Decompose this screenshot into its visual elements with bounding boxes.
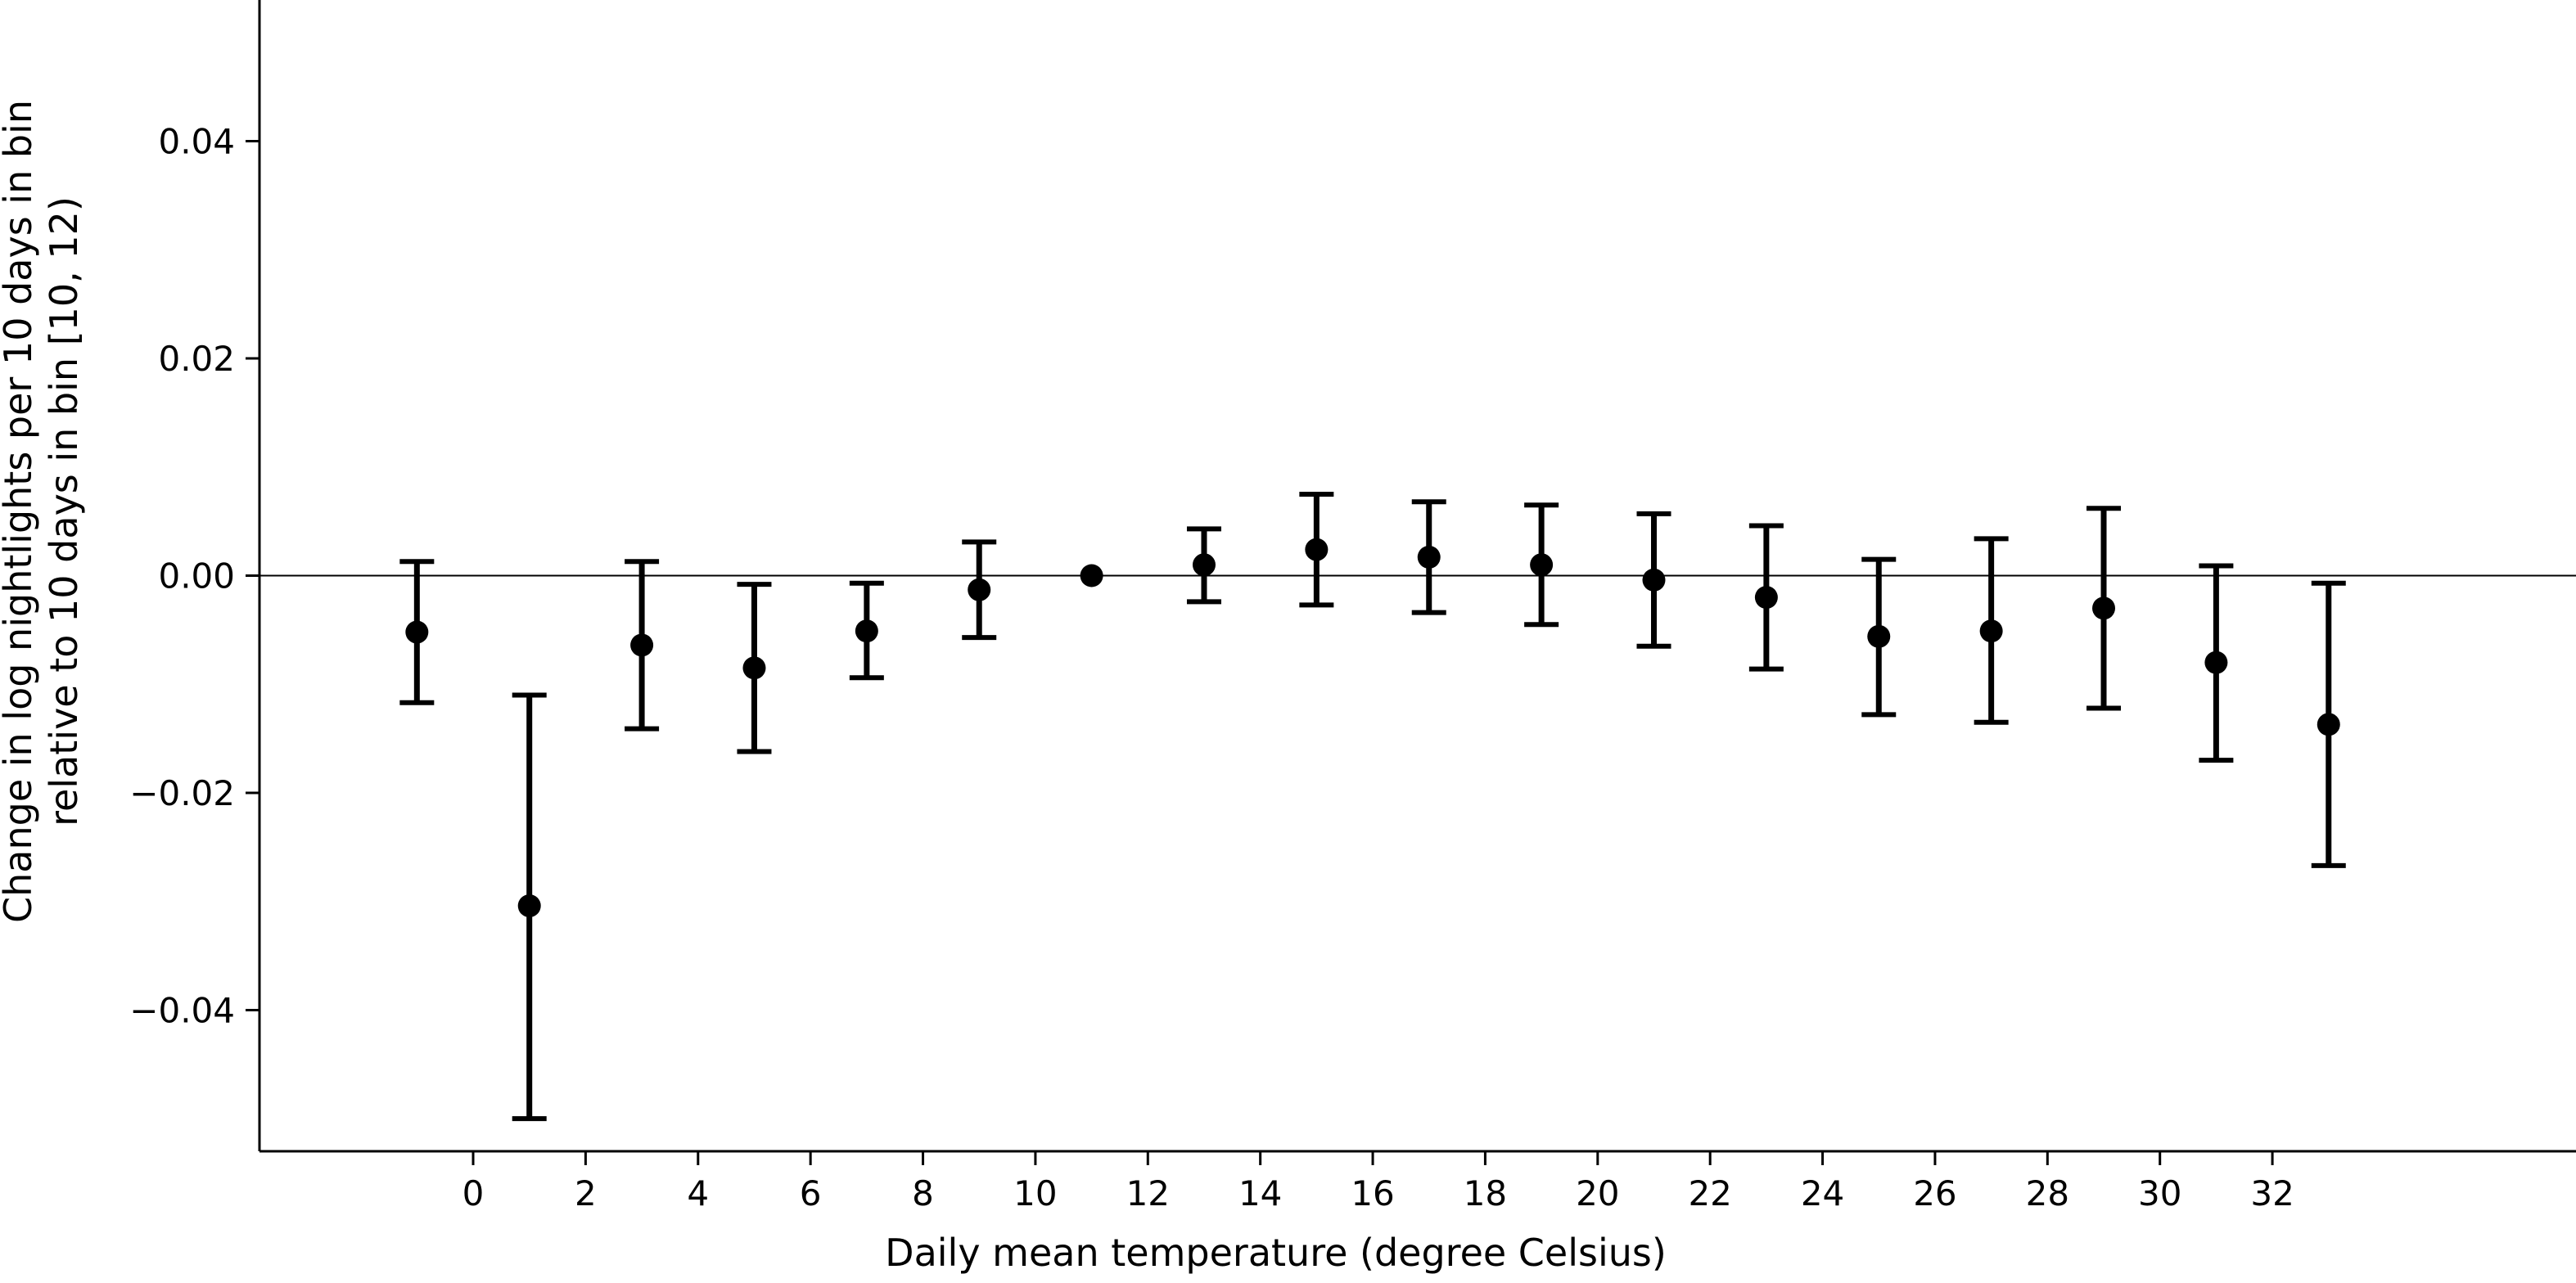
data-point	[1080, 564, 1103, 587]
x-tick-label: 20	[1576, 1173, 1619, 1213]
y-axis-title-line-2: relative to 10 days in bin [10, 12)	[42, 196, 86, 826]
x-tick-label: 22	[1688, 1173, 1731, 1213]
y-tick-label: −0.04	[129, 990, 235, 1030]
x-tick-label: 18	[1464, 1173, 1507, 1213]
data-point	[630, 633, 654, 657]
x-tick-label: 14	[1238, 1173, 1282, 1213]
x-tick-label: 28	[2026, 1173, 2069, 1213]
data-point	[2092, 596, 2116, 620]
x-tick-label: 30	[2138, 1173, 2181, 1213]
y-tick-label: 0.04	[158, 122, 235, 162]
axes-layer	[258, 0, 2576, 1153]
data-point	[1867, 624, 1891, 648]
data-point	[1192, 553, 1216, 577]
x-tick-label: 0	[462, 1173, 485, 1213]
data-point	[1642, 568, 1666, 592]
data-point	[2204, 651, 2228, 674]
data-point	[968, 578, 991, 601]
x-tick-label: 10	[1013, 1173, 1057, 1213]
data-point	[1979, 619, 2003, 643]
x-tick-label: 8	[912, 1173, 934, 1213]
data-point	[1417, 545, 1441, 569]
x-tick-label: 12	[1126, 1173, 1170, 1213]
y-tick-label: −0.02	[129, 773, 235, 813]
x-tick-label: 32	[2250, 1173, 2294, 1213]
y-tick-label: 0.02	[158, 339, 235, 379]
y-axis-title-line-1: Change in log nightlights per 10 days in…	[0, 100, 40, 923]
data-point	[855, 619, 878, 643]
data-point	[1530, 553, 1554, 577]
data-point	[2317, 713, 2340, 736]
data-point	[1754, 586, 1778, 610]
y-tick-label: 0.00	[158, 556, 235, 596]
data-point	[1305, 538, 1329, 561]
x-tick-label: 16	[1351, 1173, 1394, 1213]
x-axis-title: Daily mean temperature (degree Celsius)	[885, 1231, 1667, 1275]
data-point	[405, 620, 429, 644]
x-tick-label: 26	[1913, 1173, 1956, 1213]
x-tick-label: 24	[1801, 1173, 1844, 1213]
data-point	[742, 656, 766, 680]
x-tick-label: 2	[575, 1173, 597, 1213]
x-tick-label: 4	[687, 1173, 709, 1213]
data-layer	[399, 491, 2346, 1122]
data-point	[517, 894, 541, 918]
x-tick-label: 6	[800, 1173, 822, 1213]
ticks-layer: 0 2 4 6 8 10 12 14 16 18 20 22 24 26 28 30 32−0.04−0.020…	[129, 122, 2294, 1213]
